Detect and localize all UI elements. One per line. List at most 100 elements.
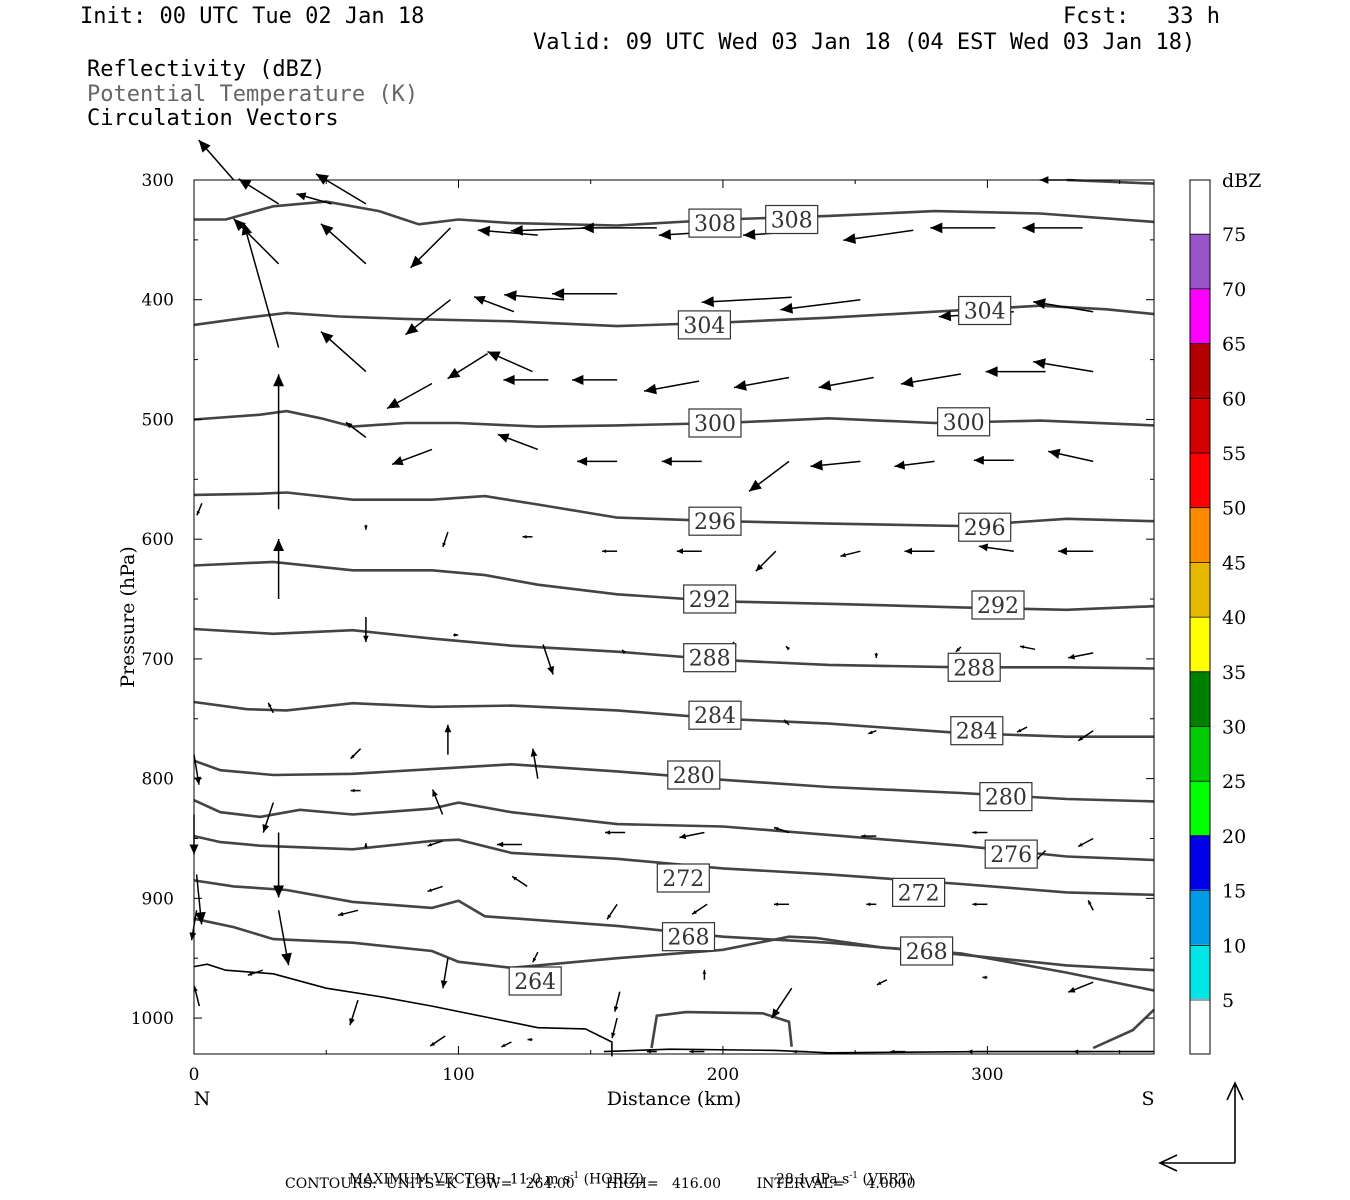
y-tick-label: 800 xyxy=(142,770,174,790)
circulation-vector xyxy=(1058,547,1094,556)
theta-contour-line xyxy=(194,200,1155,227)
x-tick-label: 100 xyxy=(442,1065,474,1085)
circulation-vector xyxy=(337,909,359,917)
circulation-vector xyxy=(350,748,362,760)
circulation-vector xyxy=(473,295,515,313)
svg-text:292: 292 xyxy=(689,588,731,613)
colorbar-swatch xyxy=(1190,835,1210,890)
colorbar-label: 25 xyxy=(1222,771,1246,793)
svg-text:304: 304 xyxy=(683,314,725,339)
theta-contour-line xyxy=(650,1010,793,1049)
colorbar-swatch xyxy=(1190,398,1210,453)
theta-contour-line xyxy=(1066,178,1155,185)
svg-text:300: 300 xyxy=(943,411,985,436)
circulation-vector xyxy=(262,802,275,833)
circulation-vector xyxy=(477,225,538,237)
circulation-vector xyxy=(792,1049,808,1054)
footer-vertical-vector: 28.1 dPa s-1 (VERT) xyxy=(775,1171,914,1188)
field-reflectivity: Reflectivity (dBZ) xyxy=(87,57,326,82)
contour-label: 292 xyxy=(683,584,737,614)
contour-label: 280 xyxy=(667,760,721,790)
circulation-vector xyxy=(904,547,935,555)
theta-contour-line xyxy=(603,1048,1154,1054)
contour-label: 292 xyxy=(971,590,1025,620)
svg-text:280: 280 xyxy=(673,764,715,789)
svg-text:272: 272 xyxy=(898,881,940,906)
circulation-vector xyxy=(866,902,877,907)
circulation-vector xyxy=(572,374,618,385)
circulation-vectors xyxy=(189,139,1094,1054)
contour-label: 296 xyxy=(688,506,742,536)
colorbar-swatch xyxy=(1190,234,1210,290)
colorbar-swatch xyxy=(1190,944,1210,999)
circulation-vector xyxy=(1068,652,1094,660)
circulation-vector xyxy=(349,999,359,1026)
circulation-vector xyxy=(701,296,792,308)
colorbar-label: 50 xyxy=(1222,498,1246,520)
contour-label: 300 xyxy=(936,407,991,437)
colorbar-swatch xyxy=(1190,780,1210,836)
circulation-vector xyxy=(973,455,1014,465)
circulation-vector xyxy=(198,139,235,181)
circulation-vector xyxy=(1033,358,1094,373)
colorbar-label: 55 xyxy=(1222,443,1246,465)
circulation-vector xyxy=(511,875,528,888)
circulation-vector xyxy=(427,840,443,847)
svg-text:272: 272 xyxy=(662,867,704,892)
circulation-vector xyxy=(955,646,962,653)
colorbar-swatch xyxy=(1190,562,1210,617)
footer-contours: CONTOURS: UNITS=K LOW= 264.00 HIGH= 416.… xyxy=(285,1176,916,1192)
colorbar-label: 35 xyxy=(1222,662,1246,684)
circulation-vector xyxy=(504,290,565,302)
contour-label: 284 xyxy=(688,700,742,730)
circulation-vector xyxy=(676,548,702,554)
svg-text:264: 264 xyxy=(514,970,556,995)
circulation-vector xyxy=(431,789,444,815)
circulation-vector xyxy=(409,227,452,269)
svg-text:296: 296 xyxy=(964,516,1006,541)
colorbar: 5 10 15 20 25 30 35 40 45 50 55 60 65 70 75 xyxy=(1189,179,1246,1055)
circulation-vector xyxy=(978,543,1014,552)
contour-label: 272 xyxy=(891,877,946,908)
y-tick-label: 300 xyxy=(142,171,174,191)
valid-time: Valid: 09 UTC Wed 03 Jan 18 (04 EST Wed … xyxy=(533,30,1196,55)
circulation-vector xyxy=(646,1049,657,1054)
circulation-vector xyxy=(621,649,627,654)
contour-label: 304 xyxy=(958,295,1012,326)
svg-text:308: 308 xyxy=(694,212,736,237)
svg-text:268: 268 xyxy=(668,926,710,951)
circulation-vector xyxy=(1073,1049,1094,1054)
circulation-vector xyxy=(783,719,790,726)
theta-contour-line xyxy=(193,834,1155,897)
theta-contour-line xyxy=(193,700,1154,738)
y-tick-label: 900 xyxy=(142,889,174,909)
svg-text:284: 284 xyxy=(956,720,998,745)
circulation-vector xyxy=(613,991,621,1012)
svg-text:296: 296 xyxy=(694,510,736,535)
svg-text:292: 292 xyxy=(977,594,1019,619)
circulation-vector xyxy=(315,173,367,205)
y-axis-ticks: 300 400 500 600 700 800 900 1000 xyxy=(131,171,1154,1029)
colorbar-label: 20 xyxy=(1222,826,1246,848)
y-tick-label: 600 xyxy=(142,530,174,550)
circulation-vector xyxy=(552,288,618,300)
circulation-vector xyxy=(890,1049,906,1054)
circulation-vector xyxy=(405,299,451,336)
contour-label: 296 xyxy=(958,512,1012,542)
circulation-vector xyxy=(1022,222,1083,234)
circulation-vector xyxy=(496,841,522,848)
contour-label: 288 xyxy=(947,652,1001,682)
circulation-vector xyxy=(364,843,368,849)
colorbar-swatch xyxy=(1190,616,1210,672)
colorbar-swatch xyxy=(1190,999,1210,1054)
theta-contour-line xyxy=(193,627,1155,670)
circulation-vector xyxy=(1033,298,1094,313)
circulation-vector xyxy=(894,460,935,470)
circulation-vector xyxy=(577,456,618,466)
circulation-vector xyxy=(345,421,367,438)
y-tick-label: 500 xyxy=(142,410,174,430)
circulation-vector xyxy=(985,366,1046,377)
theta-contour-line xyxy=(193,963,613,1057)
colorbar-swatch xyxy=(1190,507,1210,563)
